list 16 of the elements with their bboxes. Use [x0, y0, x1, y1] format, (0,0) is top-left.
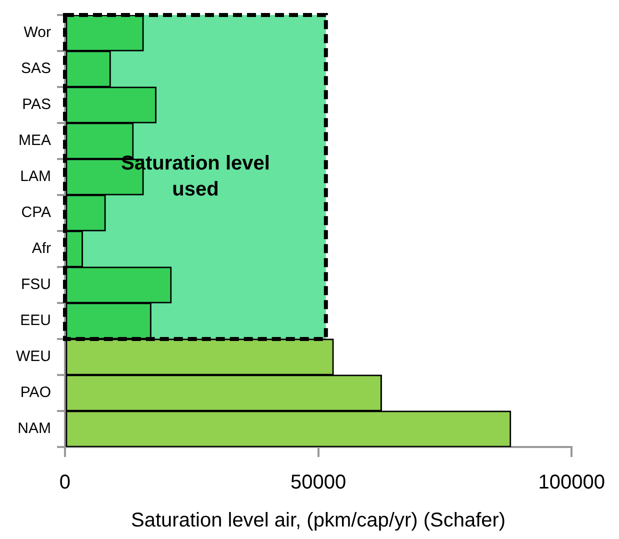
y-tick-label: EEU	[20, 312, 51, 330]
y-tick-label: CPA	[21, 204, 51, 222]
y-tick-label: SAS	[20, 60, 51, 78]
y-tick-label: PAO	[20, 384, 51, 402]
y-tick-label: Wor	[24, 24, 51, 42]
x-axis-title: Saturation level air, (pkm/cap/yr) (Schafer)	[131, 510, 506, 532]
y-tick-label: FSU	[20, 276, 51, 294]
y-tick-label: MEA	[18, 132, 51, 150]
y-tick-label: NAM	[18, 420, 51, 438]
y-tick-label: LAM	[20, 168, 51, 186]
y-tick-label: PAS	[22, 96, 51, 114]
x-tick-label: 50000	[290, 472, 346, 494]
x-tick-label: 0	[59, 472, 71, 494]
y-tick-label: WEU	[16, 348, 51, 366]
y-tick-label: Afr	[32, 240, 51, 258]
x-tick-label: 100000	[538, 472, 606, 494]
